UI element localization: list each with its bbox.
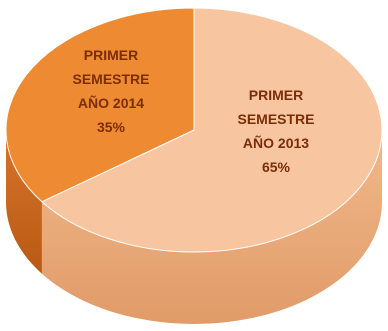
slice-value-text: 65% [262,159,291,175]
pie-slices [5,7,383,324]
slice-label-line: PRIMER [249,87,303,103]
pie-slice-label-2: PRIMER SEMESTRE AÑO 2014 35% [72,47,149,135]
pie-slice-label-1: PRIMER SEMESTRE AÑO 2013 65% [237,87,314,175]
pie-slice-1 [41,7,383,253]
slice-label-line: AÑO 2013 [243,134,309,151]
slice-label-line: SEMESTRE [237,111,314,127]
slice-value-text: 35% [97,119,126,135]
pie-slice-2 [5,7,195,203]
pie-slice-side-2 [6,130,42,274]
pie-labels: PRIMER SEMESTRE AÑO 2013 65% PRIMER SEMESTRE A… [72,47,314,175]
slice-label-line: PRIMER [84,47,138,63]
slice-label-line: AÑO 2014 [78,94,144,111]
pie-slice-side-1 [41,130,382,324]
slice-label-line: SEMESTRE [72,71,149,87]
